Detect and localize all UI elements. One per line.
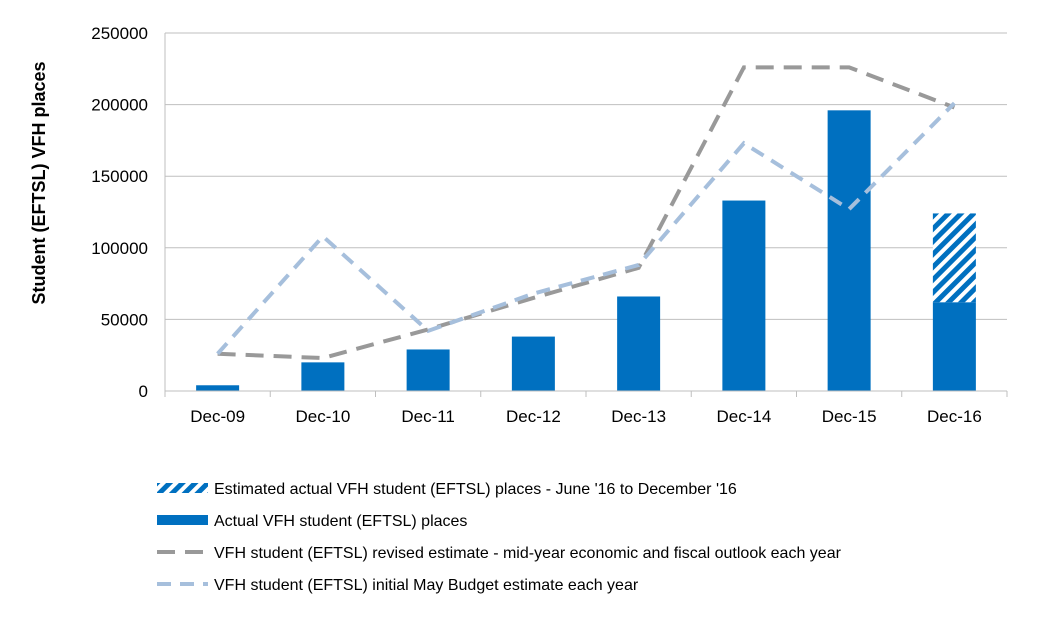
bar-estimated [932,213,976,303]
y-tick-label: 0 [139,382,148,401]
bar-actual [406,349,450,391]
y-axis-title: Student (EFTSL) VFH places [29,61,49,304]
legend-swatch-estimated [157,483,208,493]
x-tick-label: Dec-11 [401,407,455,426]
gridlines [165,32,1007,320]
legend-label: Actual VFH student (EFTSL) places [214,513,467,530]
bar-actual [617,296,661,391]
y-tick-label: 250000 [91,24,148,43]
x-tick-label: Dec-14 [716,407,771,426]
legend: Estimated actual VFH student (EFTSL) pla… [157,481,842,594]
x-tick-label: Dec-09 [190,407,245,426]
line-initial-budget-estimate [216,101,956,356]
x-tick-label: Dec-15 [822,407,877,426]
y-tick-label: 200000 [91,96,148,115]
bar-actual [932,302,976,391]
bar-actual [722,200,766,391]
x-tick-label: Dec-16 [927,407,982,426]
axes: 0 50000 100000 150000 200000 250000 Dec-09 Dec-… [91,24,1008,426]
legend-label: VFH student (EFTSL) initial May Budget e… [214,577,639,594]
line-revised-estimate [217,65,956,361]
y-tick-label: 50000 [101,310,148,329]
x-tick-label: Dec-13 [611,407,666,426]
bars [196,110,976,391]
legend-label: VFH student (EFTSL) revised estimate - m… [214,545,842,562]
x-tick-label: Dec-12 [506,407,561,426]
series-lines [216,65,956,361]
bar-actual [196,385,240,391]
bar-actual [827,110,871,391]
y-tick-label: 100000 [91,239,148,258]
y-tick-label: 150000 [91,167,148,186]
bar-actual [511,336,555,391]
x-tick-label: Dec-10 [295,407,350,426]
legend-swatch-actual [157,515,208,525]
bar-actual [301,362,345,391]
legend-label: Estimated actual VFH student (EFTSL) pla… [214,481,737,498]
